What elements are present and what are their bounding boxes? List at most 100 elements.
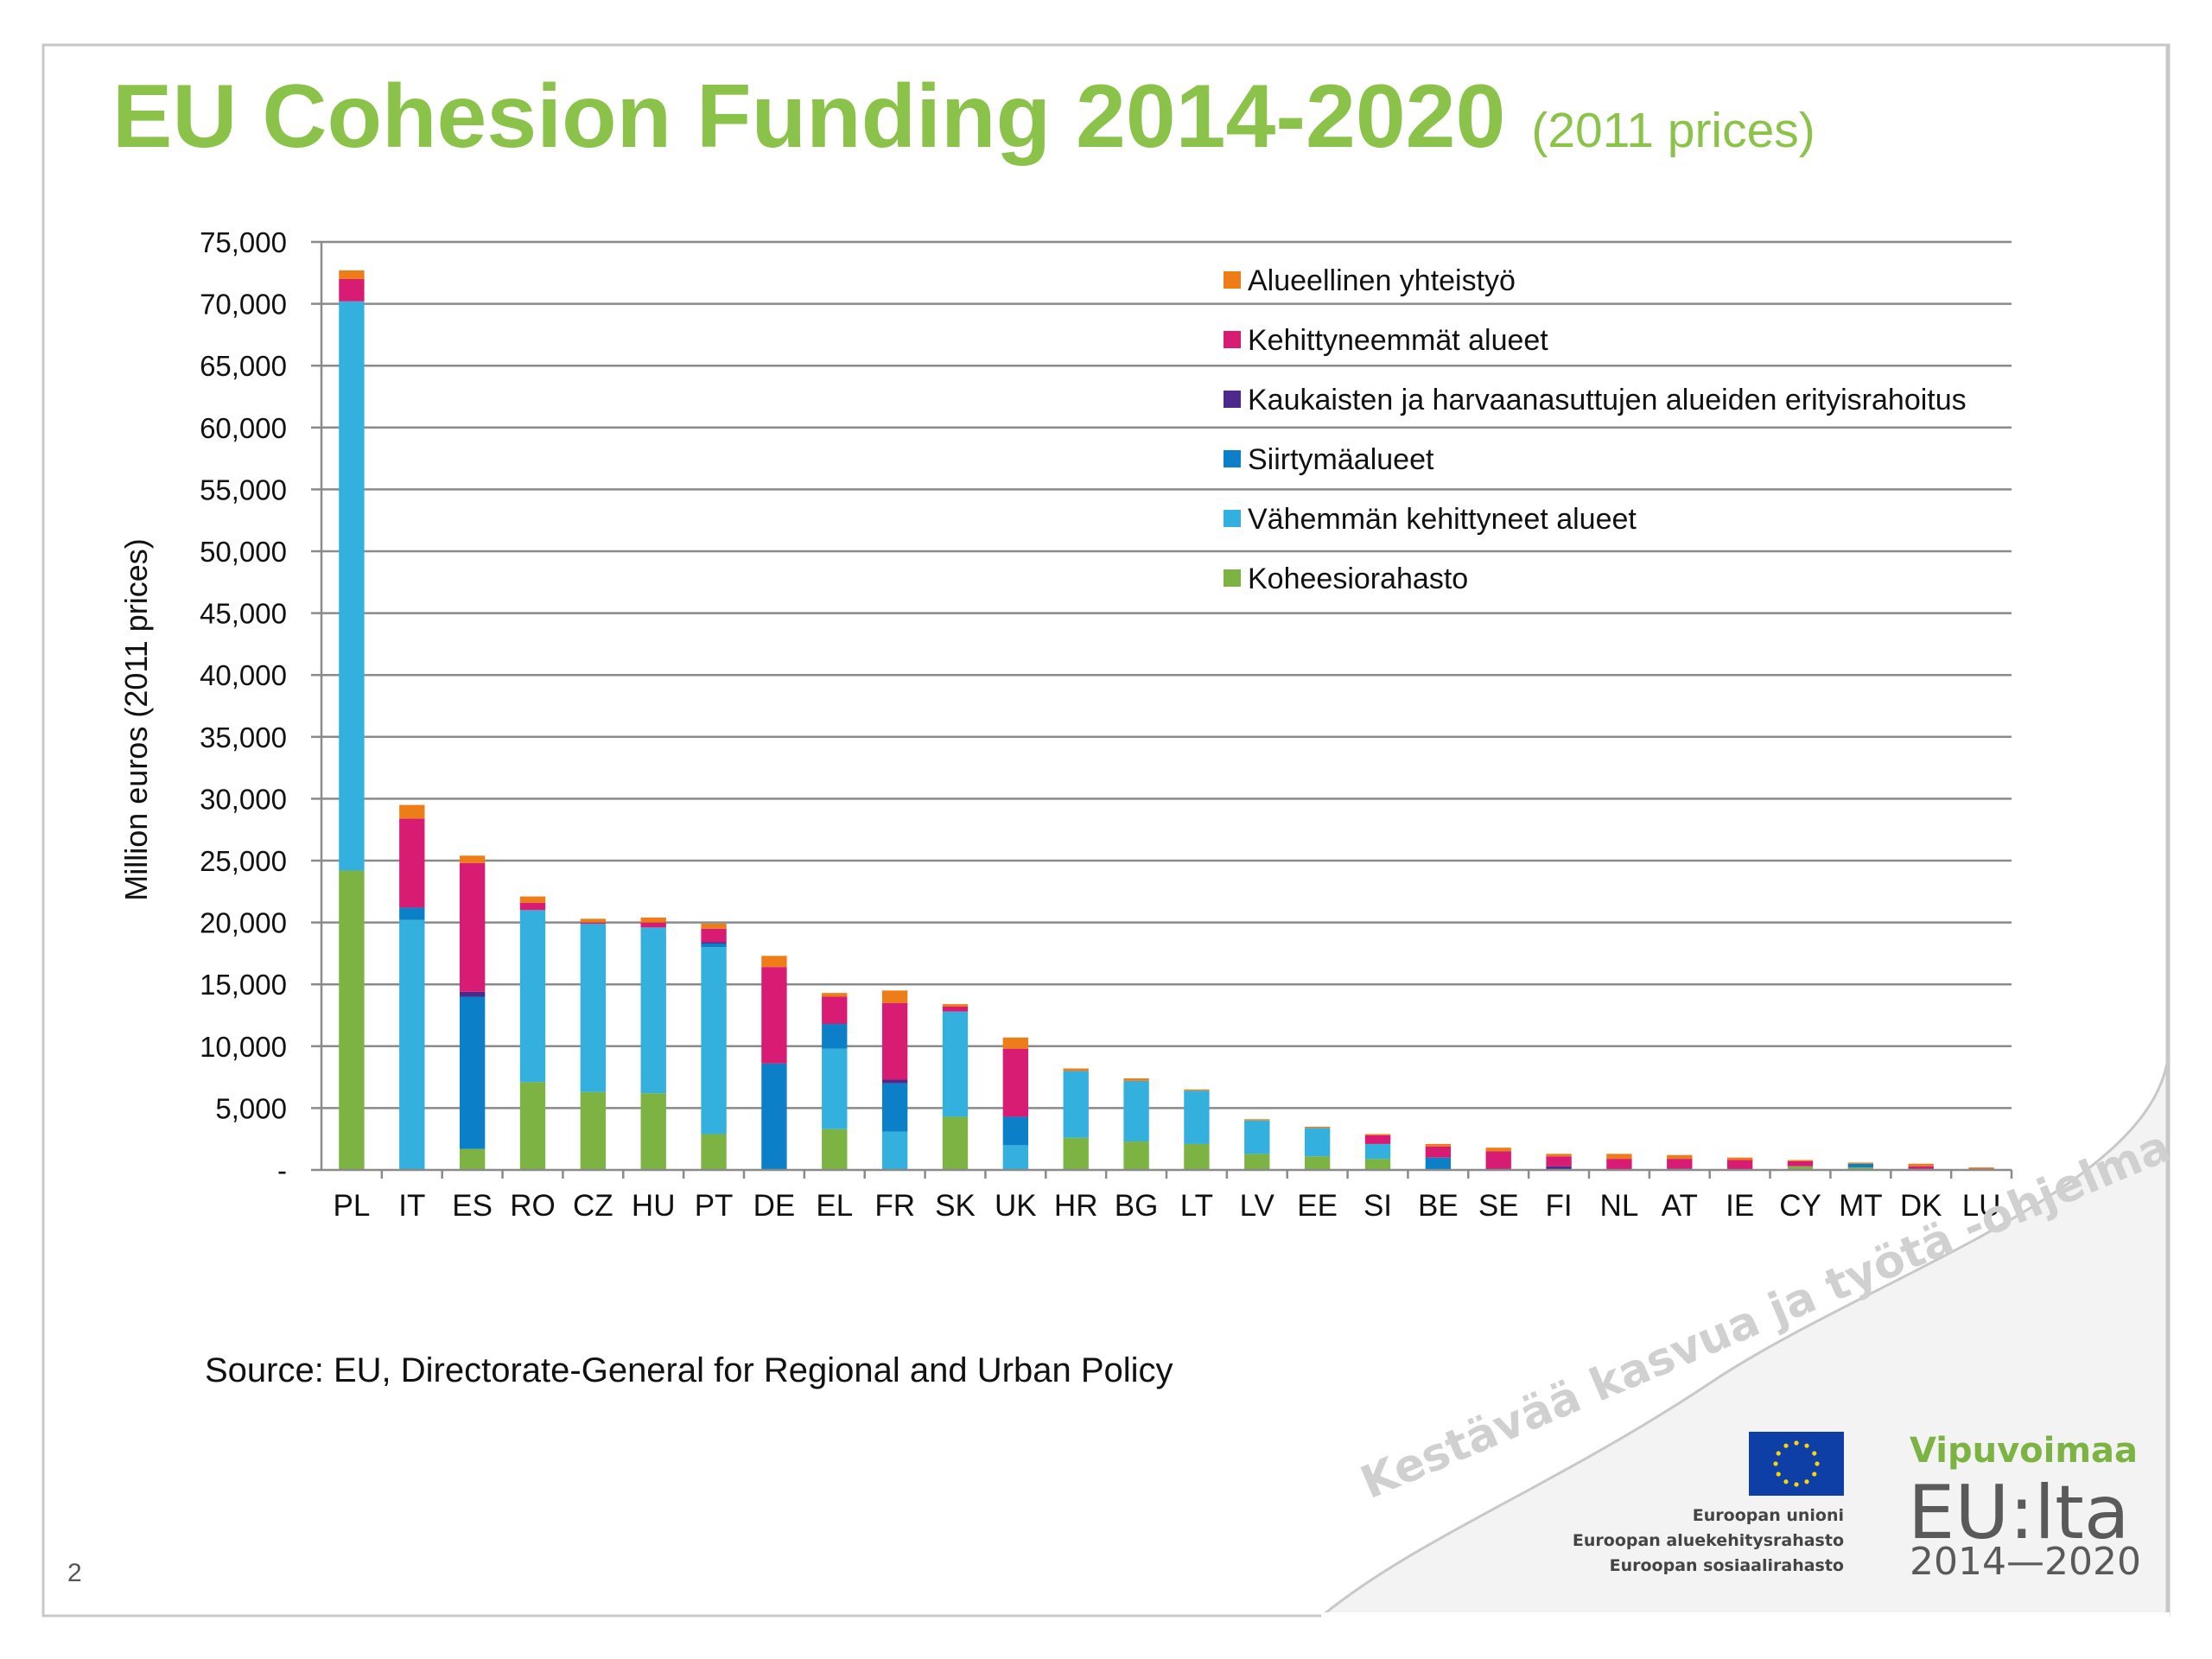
x-tick-label: LU bbox=[1962, 1189, 2001, 1223]
x-tick-label: DK bbox=[1900, 1189, 1942, 1223]
bar-segment bbox=[1364, 1159, 1391, 1170]
bar-segment bbox=[1908, 1166, 1934, 1169]
x-tick-label: MT bbox=[1839, 1189, 1883, 1223]
bar-segment bbox=[942, 1006, 969, 1012]
bar-segment bbox=[1847, 1167, 1874, 1170]
eu-star bbox=[1776, 1451, 1781, 1456]
vipuvoimaa-mid: EU:lta bbox=[1908, 1470, 2130, 1556]
bar-segment bbox=[761, 1063, 787, 1170]
bar-segment bbox=[1184, 1090, 1210, 1144]
bar-segment bbox=[1968, 1167, 1994, 1169]
vipuvoimaa-logo: Vipuvoimaa EU:lta 2014—2020 bbox=[1908, 1431, 2141, 1584]
y-tick-label: 75,000 bbox=[200, 226, 287, 258]
eu-star bbox=[1812, 1451, 1817, 1456]
bar-segment bbox=[580, 918, 607, 923]
x-tick-label: CZ bbox=[573, 1189, 613, 1223]
bar-segment bbox=[881, 990, 908, 1003]
bar-segment bbox=[881, 1002, 908, 1080]
x-tick-label: SI bbox=[1363, 1189, 1392, 1223]
bar-segment bbox=[459, 862, 486, 992]
bar-segment bbox=[1364, 1134, 1391, 1135]
y-tick-label: 15,000 bbox=[200, 969, 287, 1001]
x-tick-label: BG bbox=[1115, 1189, 1159, 1223]
bar-segment bbox=[1787, 1160, 1814, 1161]
bar-segment bbox=[1667, 1159, 1693, 1169]
y-tick-label: 20,000 bbox=[200, 907, 287, 939]
legend-swatch bbox=[1224, 271, 1241, 289]
bar-segment bbox=[399, 804, 425, 819]
x-tick-label: PL bbox=[334, 1189, 371, 1223]
y-tick-label: 10,000 bbox=[200, 1031, 287, 1063]
x-tick-label: LT bbox=[1180, 1189, 1213, 1223]
bar-segment bbox=[1364, 1143, 1391, 1160]
bar-segment bbox=[1606, 1154, 1632, 1160]
x-tick-label: PT bbox=[695, 1189, 734, 1223]
x-tick-label: IE bbox=[1726, 1189, 1754, 1223]
bar-segment bbox=[1002, 1048, 1029, 1117]
y-tick-label: 35,000 bbox=[200, 721, 287, 753]
eu-star bbox=[1794, 1440, 1799, 1446]
bar-segment bbox=[399, 818, 425, 908]
bar-segment bbox=[1847, 1163, 1874, 1168]
bar-segment bbox=[1063, 1137, 1089, 1170]
x-tick-label: SK bbox=[935, 1189, 976, 1223]
bar-segment bbox=[701, 924, 727, 929]
bar-segment bbox=[1304, 1126, 1331, 1128]
bar-segment bbox=[640, 1093, 666, 1170]
bar-segment bbox=[1485, 1151, 1511, 1169]
bar-segment bbox=[339, 278, 365, 302]
eu-star bbox=[1783, 1479, 1789, 1484]
bar-segment bbox=[580, 1091, 607, 1170]
bar-segment bbox=[399, 907, 425, 920]
x-tick-label: FI bbox=[1546, 1189, 1573, 1223]
legend-swatch bbox=[1224, 331, 1241, 348]
y-tick-label: 50,000 bbox=[200, 536, 287, 568]
bar-segment bbox=[1847, 1162, 1874, 1164]
bar-segment bbox=[881, 1083, 908, 1132]
bar-segment bbox=[640, 922, 666, 928]
bar-segment bbox=[1606, 1159, 1632, 1170]
bar-segment bbox=[1304, 1156, 1331, 1170]
bar-segment bbox=[519, 1082, 546, 1170]
x-tick-label: HR bbox=[1054, 1189, 1098, 1223]
eu-star bbox=[1773, 1461, 1778, 1466]
bar-segment bbox=[459, 1148, 486, 1170]
bar-segment bbox=[1244, 1119, 1270, 1121]
eu-line-2: Euroopan aluekehitysrahasto bbox=[1573, 1531, 1844, 1550]
bar-segment bbox=[1546, 1156, 1572, 1166]
bar-segment bbox=[1787, 1166, 1814, 1170]
eu-star bbox=[1783, 1443, 1789, 1448]
eu-logo: Euroopan unioni Euroopan aluekehitysraha… bbox=[1573, 1432, 1844, 1575]
y-tick-label: 55,000 bbox=[200, 474, 287, 505]
x-tick-label: UK bbox=[995, 1189, 1037, 1223]
bar-segment bbox=[1364, 1135, 1391, 1144]
bar-segment bbox=[1123, 1078, 1149, 1081]
bar-segment bbox=[519, 910, 546, 1083]
legend-label: Kaukaisten ja harvaanasuttujen alueiden … bbox=[1248, 384, 1967, 416]
bar-segment bbox=[942, 1004, 969, 1007]
x-tick-label: SE bbox=[1478, 1189, 1519, 1223]
bar-segment bbox=[761, 967, 787, 1064]
x-tick-label: AT bbox=[1662, 1189, 1698, 1223]
bar-segment bbox=[701, 1134, 727, 1170]
y-tick-label: 65,000 bbox=[200, 350, 287, 382]
bar-segment bbox=[1123, 1080, 1149, 1142]
bar-segment bbox=[761, 956, 787, 968]
eu-star bbox=[1804, 1443, 1809, 1448]
bar-segment bbox=[1063, 1068, 1089, 1071]
bar-segment bbox=[640, 927, 666, 1094]
bar-segment bbox=[1002, 1116, 1029, 1146]
bar-segment bbox=[1726, 1160, 1753, 1170]
bar-segment bbox=[1726, 1157, 1753, 1160]
eu-star bbox=[1794, 1482, 1799, 1487]
bar-segment bbox=[519, 902, 546, 911]
y-tick-label: 25,000 bbox=[200, 845, 287, 877]
frame-mask bbox=[1321, 1612, 2170, 1621]
bar-segment bbox=[1304, 1128, 1331, 1157]
page-number: 2 bbox=[67, 1559, 82, 1587]
bar-segment bbox=[822, 996, 848, 1025]
bar-segment bbox=[701, 942, 727, 944]
bar-segment bbox=[640, 917, 666, 923]
eu-stars-icon bbox=[1773, 1440, 1820, 1487]
eu-line-1: Euroopan unioni bbox=[1693, 1506, 1844, 1525]
